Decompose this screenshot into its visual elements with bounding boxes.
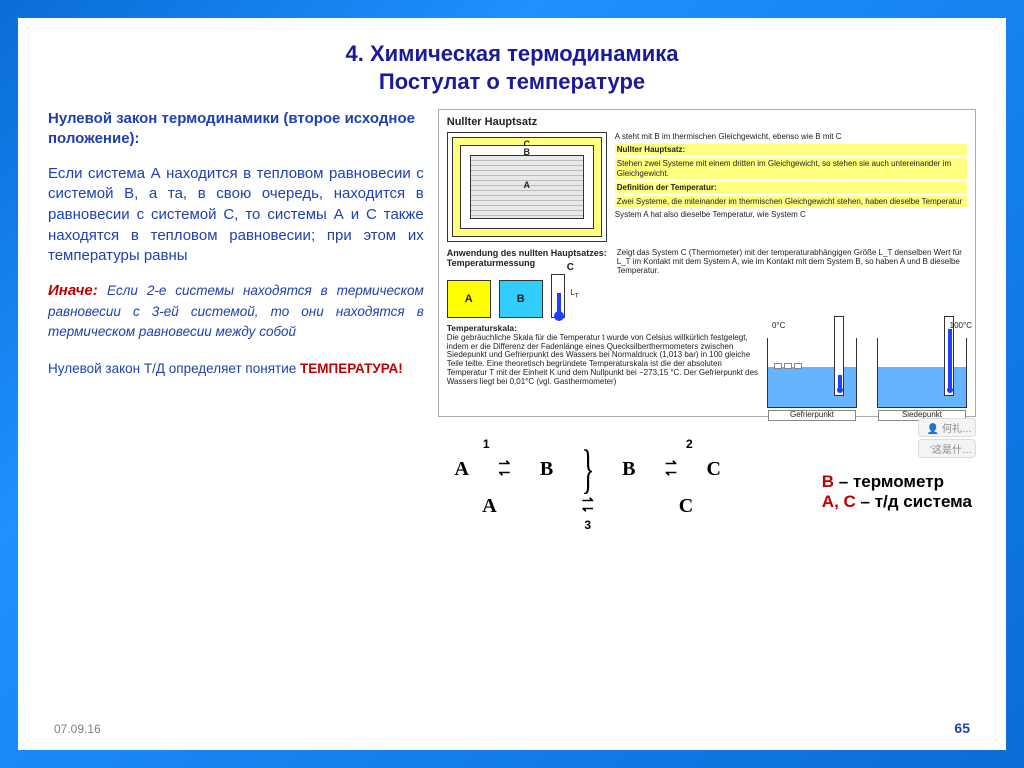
equil-mid-row: A B } B C — [444, 451, 732, 489]
alt-label: Иначе: — [48, 282, 98, 299]
legend-b: В — [822, 472, 834, 491]
chat-name-text: 何礼… — [942, 424, 972, 435]
slide: 4. Химическая термодинамика Постулат о т… — [18, 18, 1006, 750]
final-paragraph: Нулевой закон Т/Д определяет понятие ТЕМ… — [48, 361, 424, 376]
beaker-freeze: 0°C Gefrierpunkt — [767, 338, 857, 408]
figure-row-1: C B A A steht mit B im thermischen Gleic… — [447, 132, 967, 242]
legend-b-desc: – термометр — [834, 472, 944, 491]
chat-overlay: 👤 何礼… '这是什… — [918, 418, 976, 460]
fig-h1-text: Nullter Hauptsatz: — [617, 145, 685, 154]
slide-title: 4. Химическая термодинамика Постулат о т… — [48, 40, 976, 95]
footer-date: 07.09.16 — [54, 722, 101, 736]
chat-msg: '这是什… — [918, 439, 976, 458]
temperaturskala-block: Temperaturskala: Die gebräuchliche Skala… — [447, 324, 967, 408]
legend-ac-desc: – т/д система — [856, 492, 972, 511]
footer-page: 65 — [954, 720, 970, 736]
double-arrow-icon — [657, 461, 685, 478]
final-pre: Нулевой закон Т/Д определяет понятие — [48, 361, 300, 376]
temp-0c: 0°C — [772, 322, 785, 331]
equilibrium-diagram: 1 2 A B } B C A C — [438, 427, 738, 542]
squares-row: A B C LT — [447, 274, 607, 318]
thermo-c-wrap: C LT — [551, 274, 565, 318]
anwendung-block: Anwendung des nullten Hauptsatzes: Tempe… — [447, 248, 607, 318]
equil-bottom-row: A C — [444, 495, 732, 518]
equil-num3-row: 3 — [444, 518, 732, 532]
legend-line-2: А, С – т/д система — [822, 492, 972, 512]
figure-text-col: A steht mit B im thermischen Gleichgewic… — [615, 132, 967, 242]
eq-C1: C — [706, 458, 720, 481]
beaker1-label: Gefrierpunkt — [768, 410, 856, 421]
figure-heading: Nullter Hauptsatz — [447, 116, 967, 128]
eq-B1: B — [540, 458, 553, 481]
main-paragraph: Если система А находится в тепловом равн… — [48, 164, 424, 267]
left-column: Нулевой закон термодинамики (второе исхо… — [48, 109, 438, 542]
eq-num-3: 3 — [584, 518, 591, 532]
lead-paragraph: Нулевой закон термодинамики (второе исхо… — [48, 109, 424, 150]
temp-100c: 100°C — [950, 322, 972, 331]
thermometer-icon — [551, 274, 565, 318]
fig-r4: System A hat also dieselbe Temperatur, w… — [615, 210, 967, 219]
figure-row-2: Anwendung des nullten Hauptsatzes: Tempe… — [447, 248, 967, 318]
alt-paragraph: Иначе: Если 2-е системы находятся в терм… — [48, 281, 424, 343]
legend-line-1: В – термометр — [822, 472, 972, 492]
eq-B2: B — [622, 458, 635, 481]
eq-C2: C — [679, 495, 693, 518]
fig-h2: Definition der Temperatur: — [615, 182, 967, 193]
right-column: Nullter Hauptsatz C B A A steht mit B im… — [438, 109, 976, 542]
label-a: A — [524, 180, 531, 190]
final-bold: ТЕМПЕРАТУРА! — [300, 361, 403, 376]
eq-num-2: 2 — [686, 437, 693, 451]
beaker-boil: 100°C Siedepunkt — [877, 338, 967, 408]
fig-r3: Zwei Systeme, die miteinander im thermis… — [615, 196, 967, 207]
alt-body: Если 2-е системы находятся в термическом… — [48, 283, 424, 339]
anw-sub: Temperaturmessung — [447, 258, 607, 268]
double-arrow-icon — [574, 498, 602, 515]
bracket-icon: } — [581, 451, 594, 489]
chat-name: 👤 何礼… — [918, 418, 976, 437]
square-a: A — [447, 280, 491, 318]
legend-ac: А, С — [822, 492, 856, 511]
scale-heading: Temperaturskala: — [447, 323, 517, 333]
square-c-label: C — [567, 262, 574, 273]
anw-text: Zeigt das System C (Thermometer) mit der… — [617, 248, 967, 276]
fig-h2-text: Definition der Temperatur: — [617, 183, 717, 192]
beakers-row: 0°C Gefrierpunkt 100°C Siedepunkt — [767, 338, 967, 408]
title-line-2: Постулат о температуре — [379, 69, 645, 94]
scale-text: Die gebräuchliche Skala für die Temperat… — [447, 334, 759, 408]
double-arrow-icon — [490, 461, 518, 478]
fig-r2: Stehen zwei Systeme mit einem dritten im… — [615, 158, 967, 178]
nested-systems-diagram: C B A — [447, 132, 607, 242]
eq-A2: A — [482, 495, 496, 518]
fig-h1: Nullter Hauptsatz: — [615, 144, 967, 155]
legend: В – термометр А, С – т/д система — [822, 472, 972, 512]
content-row: Нулевой закон термодинамики (второе исхо… — [48, 109, 976, 542]
anw-title: Anwendung des nullten Hauptsatzes: — [447, 248, 607, 258]
square-b: B — [499, 280, 543, 318]
title-line-1: 4. Химическая термодинамика — [346, 41, 679, 66]
fig-r1: A steht mit B im thermischen Gleichgewic… — [615, 132, 967, 141]
eq-A1: A — [454, 458, 468, 481]
figure-composite: Nullter Hauptsatz C B A A steht mit B im… — [438, 109, 976, 417]
eq-num-1: 1 — [483, 437, 490, 451]
